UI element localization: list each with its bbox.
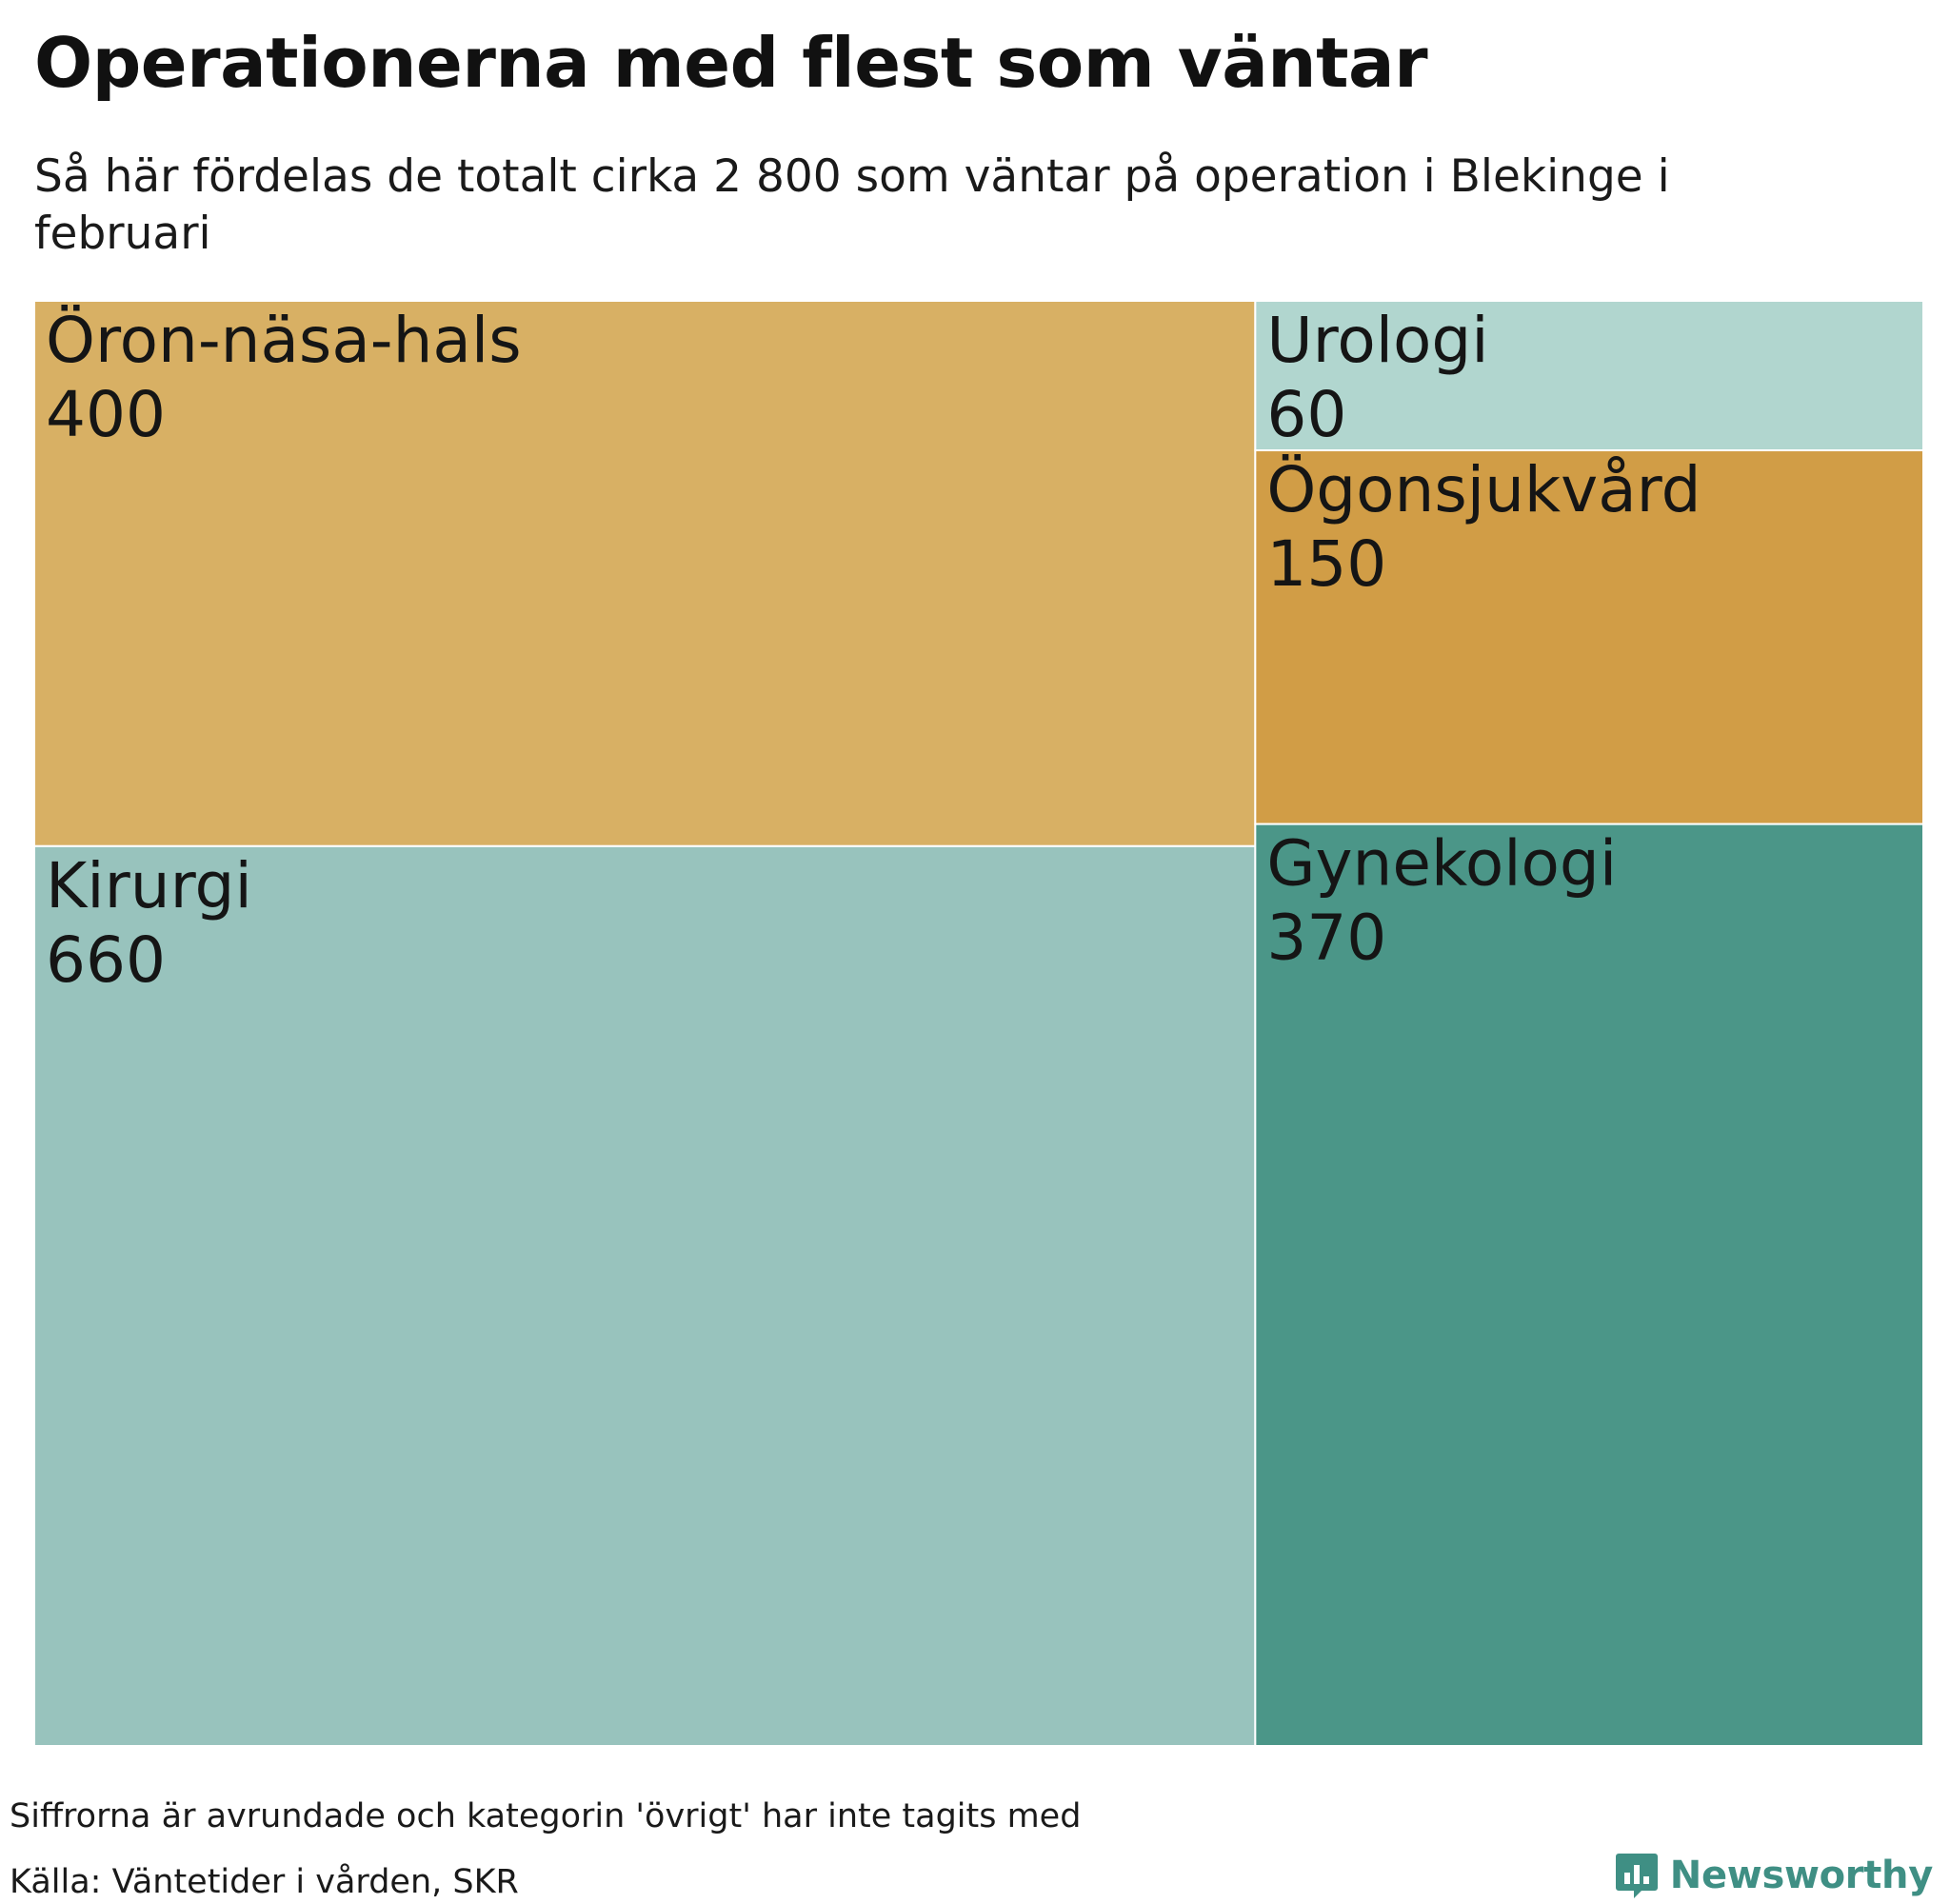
chart-subtitle: Så här fördelas de totalt cirka 2 800 so…: [34, 150, 1670, 260]
tile-name-label: Ögonsjukvård: [1266, 453, 1701, 526]
brand-logo: Newsworthy: [1615, 1852, 1933, 1899]
brand-name: Newsworthy: [1669, 1854, 1934, 1897]
footnote: Siffrorna är avrundade och kategorin 'öv…: [10, 1797, 1082, 1835]
tile-rect: [33, 844, 1257, 1747]
tile-value-label: 660: [46, 923, 166, 997]
tile-name-label: Gynekologi: [1266, 827, 1617, 901]
tile-rect: [33, 300, 1257, 847]
tile-value-label: 370: [1266, 902, 1386, 975]
source-line: Källa: Väntetider i vården, SKR: [10, 1863, 519, 1901]
tile-value-label: 400: [46, 378, 166, 451]
tile-rect: [1254, 300, 1924, 452]
treemap-tile-2: Urologi 60: [1254, 300, 1924, 452]
tile-name-label: Urologi: [1266, 304, 1488, 377]
tile-value-label: 150: [1266, 527, 1386, 601]
tile-name-label: Öron-näsa-hals: [46, 304, 522, 377]
tile-rect: [1254, 449, 1924, 825]
tile-value-label: 60: [1266, 378, 1346, 451]
chart-title: Operationerna med flest som väntar: [34, 23, 1428, 103]
tile-name-label: Kirurgi: [46, 849, 252, 922]
newsworthy-logo-icon: [1615, 1854, 1658, 1898]
tile-rect: [1254, 823, 1924, 1747]
